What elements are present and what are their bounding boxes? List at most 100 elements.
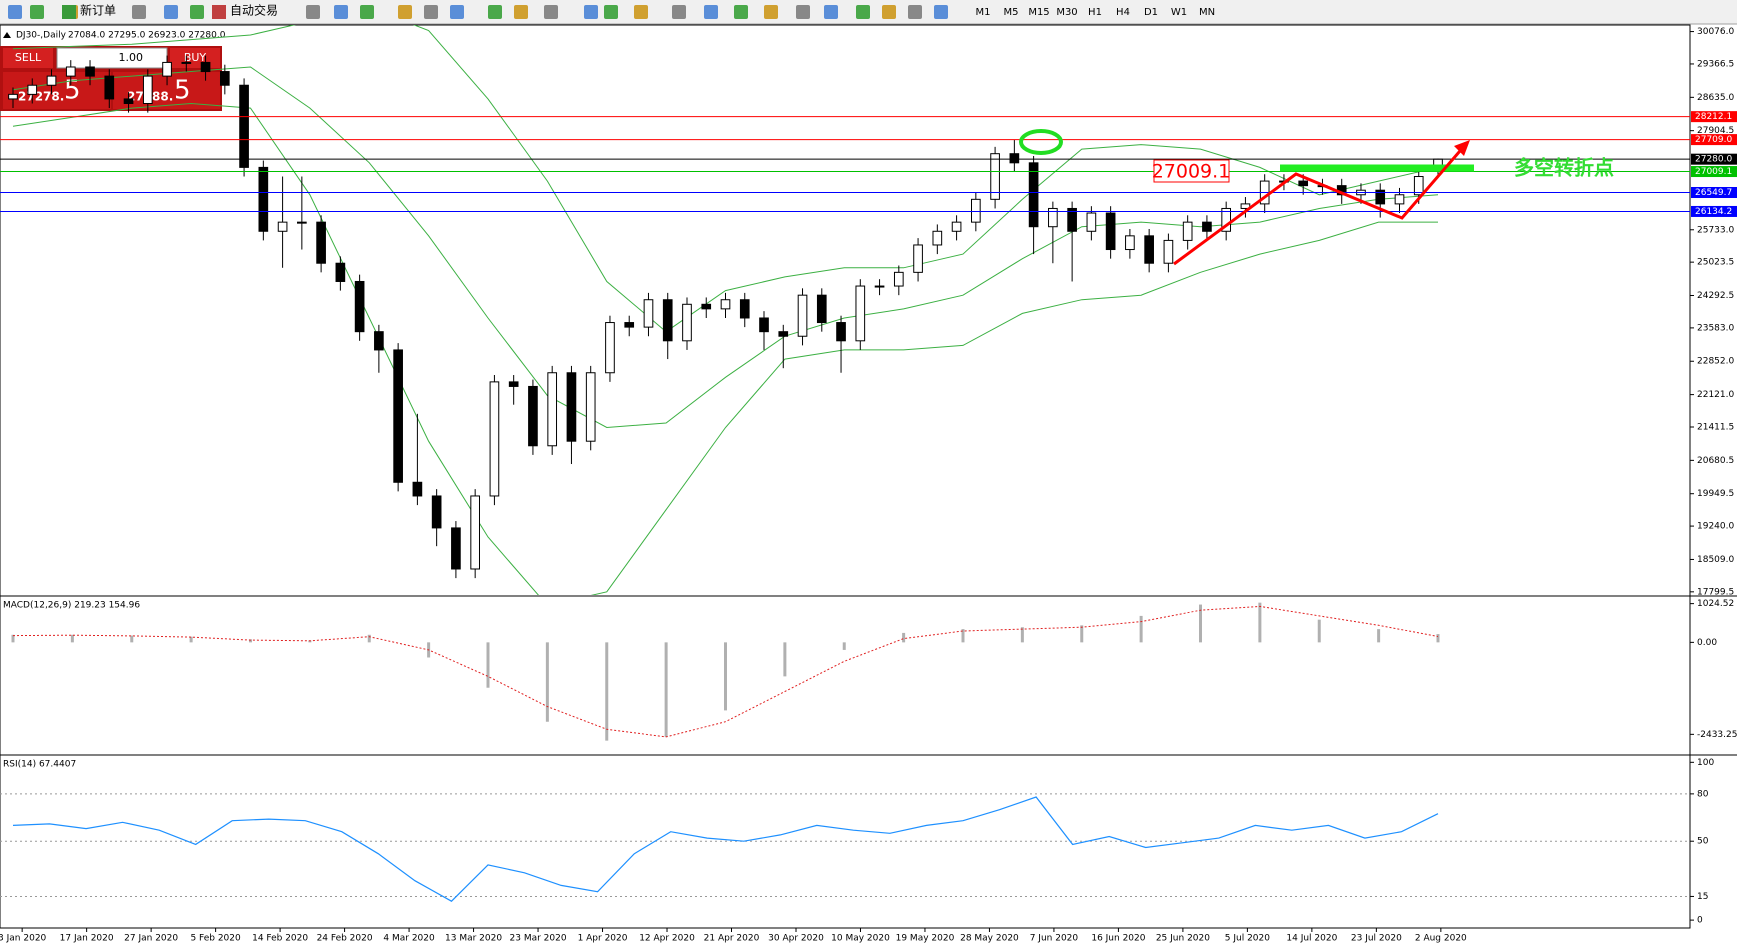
toolbar-icon[interactable]: [488, 5, 502, 19]
toolbar-icon[interactable]: [734, 5, 748, 19]
toolbar-icon[interactable]: [8, 5, 22, 19]
candle-body: [971, 198, 981, 223]
toolbar-icon[interactable]: [704, 5, 718, 19]
timeframe-button[interactable]: D1: [1144, 7, 1158, 18]
sell-label: SELL: [15, 51, 42, 64]
auto-trading-button[interactable]: 自动交易: [230, 3, 278, 18]
candle-body: [393, 349, 403, 483]
candle-body: [624, 322, 635, 328]
toolbar-icon[interactable]: [634, 5, 648, 19]
timeframe-button[interactable]: M15: [1028, 7, 1049, 18]
macd-bar: [724, 642, 727, 711]
sell-button[interactable]: [3, 48, 53, 68]
toolbar-icon[interactable]: [604, 5, 618, 19]
candle-body: [123, 98, 134, 104]
y-tick-label: 0: [1697, 916, 1703, 926]
toolbar-icon[interactable]: [882, 5, 896, 19]
timeframe-button[interactable]: M1: [976, 7, 991, 18]
timeframe-button[interactable]: W1: [1171, 7, 1187, 18]
y-tick-label: 17799.5: [1697, 587, 1734, 597]
collapse-icon: [3, 32, 11, 38]
toolbar-icon[interactable]: [584, 5, 598, 19]
candle-body: [1125, 235, 1135, 251]
lot-field[interactable]: [56, 47, 168, 69]
candle-body: [932, 230, 943, 246]
timeframe-button[interactable]: H4: [1116, 7, 1130, 18]
candle-body: [316, 221, 326, 264]
y-tick-label: 29366.5: [1697, 59, 1734, 69]
candle-body: [1009, 153, 1020, 164]
date-label: 3 Jan 2020: [0, 934, 47, 944]
candle-body: [1105, 212, 1116, 251]
date-label: 5 Jul 2020: [1225, 934, 1270, 944]
plot-area: [11, 602, 1440, 741]
price-tag-label: 27009.1: [1695, 167, 1732, 177]
toolbar-icon[interactable]: [190, 5, 204, 19]
timeframe-button[interactable]: MN: [1199, 7, 1215, 18]
y-tick-label: 50: [1697, 837, 1709, 847]
signal-line: [12, 605, 1439, 738]
macd-bar: [1317, 619, 1321, 643]
toolbar-icon[interactable]: [908, 5, 922, 19]
candle-body: [200, 61, 211, 73]
toolbar-icon[interactable]: [544, 5, 558, 19]
level-box-label: 27009.1: [1152, 161, 1231, 183]
candle-body: [162, 61, 172, 77]
date-label: 1 Apr 2020: [578, 934, 628, 944]
y-tick-label: 25023.5: [1697, 258, 1734, 268]
macd-bar: [1020, 627, 1024, 643]
candle-body: [1298, 180, 1309, 187]
timeframe-button[interactable]: M5: [1004, 7, 1019, 18]
date-label: 16 Jun 2020: [1091, 934, 1145, 944]
bollinger-band: [12, 25, 1439, 333]
price-tag-label: 26134.2: [1695, 207, 1732, 217]
candle-body: [643, 299, 654, 328]
bid-box[interactable]: [3, 72, 111, 109]
toolbar-icon[interactable]: [212, 5, 226, 19]
y-tick-label: 27904.5: [1697, 126, 1734, 136]
toolbar-icon[interactable]: [424, 5, 438, 19]
toolbar-icon[interactable]: [132, 5, 146, 19]
panel-title: RSI(14) 67.4407: [3, 760, 76, 770]
date-label: 2 Aug 2020: [1415, 934, 1467, 944]
toolbar-icon[interactable]: [62, 5, 76, 19]
date-label: 7 Jun 2020: [1030, 934, 1079, 944]
ask-big: 5: [174, 76, 191, 106]
price-tag: [1691, 111, 1737, 123]
candle-body: [1413, 176, 1424, 196]
candle-body: [816, 294, 827, 324]
candle-body: [8, 93, 18, 100]
macd-bar: [1080, 625, 1084, 643]
date-label: 19 May 2020: [896, 934, 955, 944]
lot-value: 1.00: [119, 51, 144, 64]
toolbar-icon[interactable]: [672, 5, 686, 19]
candle-body: [431, 495, 442, 529]
candle-body: [297, 221, 307, 224]
toolbar-icon[interactable]: [934, 5, 948, 19]
new-order-button[interactable]: 新订单: [80, 3, 116, 18]
candle-body: [720, 299, 731, 310]
timeframe-button[interactable]: M30: [1056, 7, 1077, 18]
macd-bar: [545, 642, 549, 722]
timeframe-button[interactable]: H1: [1088, 7, 1102, 18]
macd-bar: [961, 629, 965, 643]
toolbar-icon[interactable]: [796, 5, 810, 19]
toolbar-icon[interactable]: [30, 5, 44, 19]
plot-frame: [0, 24, 1691, 929]
toolbar-icon[interactable]: [164, 5, 178, 19]
toolbar-icon[interactable]: [514, 5, 528, 19]
toolbar-icon[interactable]: [450, 5, 464, 19]
plot-area: [0, 793, 1690, 902]
plot-area: [0, 25, 1690, 595]
toolbar-icon[interactable]: [764, 5, 778, 19]
candle-body: [335, 262, 346, 282]
toolbar-icon[interactable]: [334, 5, 348, 19]
toolbar-icon[interactable]: [306, 5, 320, 19]
toolbar-icon[interactable]: [856, 5, 870, 19]
candle-body: [739, 299, 750, 319]
toolbar-icon[interactable]: [824, 5, 838, 19]
toolbar-icon[interactable]: [360, 5, 374, 19]
toolbar-icon[interactable]: [398, 5, 412, 19]
price-tag: [1691, 153, 1737, 165]
